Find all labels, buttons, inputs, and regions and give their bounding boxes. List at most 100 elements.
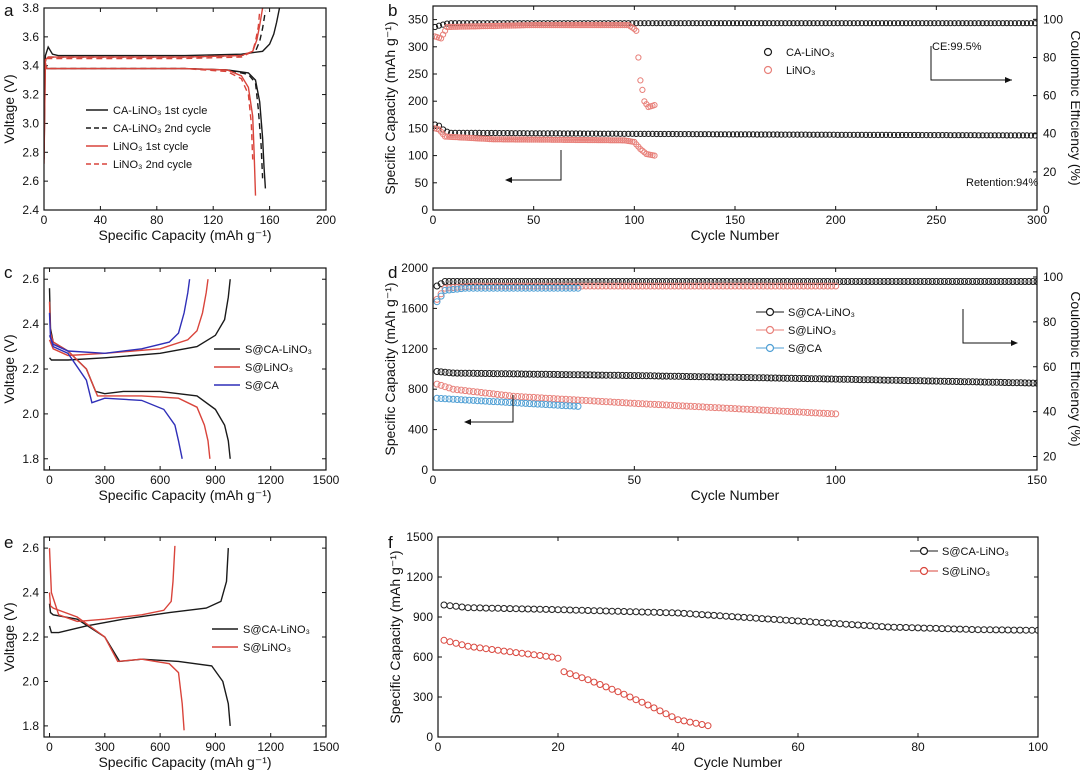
data-point: [755, 282, 763, 290]
data-point: [771, 374, 779, 382]
data-point: [680, 609, 688, 617]
data-point: [584, 676, 592, 684]
data-point: [534, 22, 541, 29]
data-point: [477, 397, 485, 405]
data-point: [498, 370, 505, 378]
data-point: [989, 378, 997, 386]
data-point: [820, 375, 828, 383]
data-point: [719, 278, 727, 285]
data-point: [596, 607, 604, 615]
data-point: [794, 20, 801, 27]
data-point: [520, 22, 527, 29]
data-point: [542, 282, 550, 290]
data-point: [606, 398, 614, 406]
data-point: [1015, 132, 1023, 139]
data-point: [752, 614, 760, 622]
data-point: [776, 616, 784, 624]
data-point: [489, 370, 497, 378]
data-point: [586, 371, 594, 379]
data-point: [987, 20, 994, 27]
data-point: [899, 20, 906, 27]
data-point: [485, 282, 493, 290]
data-point: [911, 20, 918, 27]
data-point: [634, 400, 642, 408]
data-point: [902, 624, 910, 631]
legend-marker: [765, 307, 775, 317]
data-point: [977, 278, 985, 285]
data-point: [895, 20, 902, 27]
data-point: [673, 131, 680, 138]
data-point: [758, 131, 765, 138]
data-point: [907, 20, 914, 27]
data-point: [480, 135, 487, 142]
data-point: [1013, 278, 1021, 285]
data-point: [1001, 379, 1009, 386]
data-point: [731, 282, 739, 290]
data-point: [691, 278, 699, 285]
x-tick-label: 60: [791, 740, 805, 754]
data-point: [554, 284, 562, 292]
data-point: [739, 278, 747, 285]
data-point: [767, 374, 775, 382]
data-point: [621, 22, 628, 29]
data-point: [610, 371, 618, 379]
data-point: [649, 130, 656, 137]
y-axis-label: Specific Capacity (mAh g⁻¹): [387, 550, 403, 723]
data-point: [962, 625, 970, 633]
data-point: [586, 278, 594, 285]
data-point: [1033, 278, 1037, 285]
legend-label: S@CA-LiNO₃: [942, 546, 1009, 558]
data-point: [474, 23, 481, 30]
data-point: [461, 369, 469, 377]
data-point: [747, 406, 755, 413]
data-point: [626, 282, 634, 290]
data-point: [456, 134, 463, 141]
data-point: [725, 20, 733, 27]
data-point: [485, 397, 493, 405]
data-point: [834, 131, 841, 138]
data-point: [548, 606, 556, 613]
data-point: [484, 129, 491, 137]
data-point: [452, 134, 459, 141]
panel-e: e 0 300 600 900 1200 1500 1.8 2.0 2.2 2.4 2.6 Specif…: [1, 533, 340, 770]
data-point: [663, 282, 670, 290]
data-point: [846, 131, 853, 138]
data-point: [755, 406, 763, 414]
data-point: [940, 377, 948, 385]
data-point: [548, 22, 555, 29]
data-point: [620, 690, 628, 698]
data-point: [804, 409, 811, 416]
series-group: [433, 20, 1037, 159]
x-tick-label: 300: [95, 473, 115, 487]
data-point: [481, 284, 489, 292]
data-point: [512, 136, 519, 143]
data-point: [920, 624, 928, 632]
data-point: [866, 622, 874, 630]
data-point: [764, 615, 772, 623]
data-point: [953, 278, 960, 285]
data-point: [538, 282, 546, 290]
y-tick-label: 400: [408, 423, 428, 437]
data-point: [878, 20, 886, 27]
data-point: [566, 371, 574, 379]
data-point: [465, 387, 473, 395]
data-point: [476, 604, 484, 612]
data-point: [725, 131, 733, 138]
panel-label: f: [388, 533, 393, 552]
data-point: [836, 278, 844, 285]
data-point: [715, 373, 723, 381]
data-point: [860, 376, 868, 384]
data-point: [481, 389, 489, 397]
data-point: [477, 282, 485, 290]
data-point: [506, 22, 513, 29]
data-point: [586, 397, 594, 405]
data-point: [617, 137, 624, 144]
x-tick-label: 50: [527, 213, 541, 227]
data-point: [502, 282, 509, 290]
data-point: [556, 22, 563, 29]
data-point: [558, 282, 566, 290]
data-point: [466, 23, 473, 30]
data-point: [998, 626, 1006, 634]
data-point: [1027, 20, 1035, 27]
data-point: [701, 131, 708, 138]
